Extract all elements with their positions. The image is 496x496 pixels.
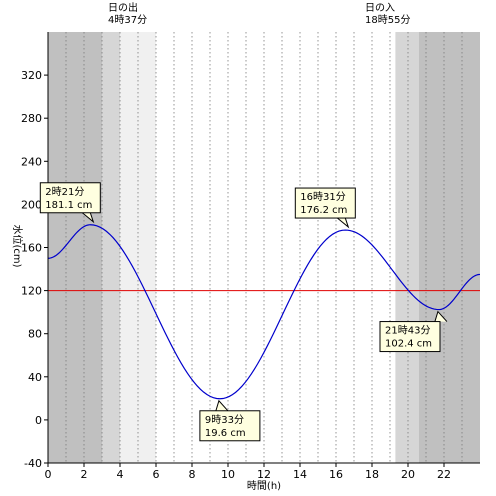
annotation-0: 2時21分 181.1 cm	[39, 182, 101, 224]
x-tick-label-12: 12	[257, 468, 271, 481]
y-axis-title: 水位(cm)	[11, 224, 24, 267]
x-tick-label-14: 14	[293, 468, 307, 481]
y-tick-label-320: 320	[21, 69, 42, 82]
annotation-time: 16時31分	[300, 191, 345, 203]
x-tick-label-22: 22	[437, 468, 451, 481]
tide-line	[47, 224, 481, 400]
x-axis-title: 時間(h)	[247, 480, 281, 492]
sunrise-label: 日の出	[108, 1, 138, 14]
y-tick-label-40: 40	[28, 371, 42, 384]
annotation-pointer	[215, 399, 229, 412]
x-tick-label-0: 0	[45, 468, 52, 481]
x-tick-label-6: 6	[153, 468, 160, 481]
annotation-pointer	[434, 310, 448, 322]
night-shading	[48, 32, 480, 463]
x-tick-label-4: 4	[117, 468, 124, 481]
annotation-3: 21時43分 102.4 cm	[379, 310, 448, 353]
shade-band-4	[418, 32, 480, 463]
y-tick-label-240: 240	[21, 155, 42, 168]
annotation-box	[199, 410, 261, 442]
annotation-box	[379, 321, 441, 353]
x-tick-label-2: 2	[81, 468, 88, 481]
annotation-1: 9時33分 19.6 cm	[199, 399, 261, 442]
annotation-box	[294, 187, 356, 219]
annotation-pointer	[81, 212, 95, 224]
y-tick-label-80: 80	[28, 328, 42, 341]
annotation-value: 176.2 cm	[300, 205, 347, 216]
annotation-value: 102.4 cm	[385, 339, 432, 350]
tide-series	[47, 224, 481, 400]
x-tick-label-18: 18	[365, 468, 379, 481]
x-tick-label-8: 8	[189, 468, 196, 481]
y-tick-labels: -40 0 40 80 120 160 200 240 280 320	[21, 69, 42, 470]
annotation-value: 181.1 cm	[45, 200, 92, 211]
shade-band-0	[48, 32, 102, 463]
y-tick-label-280: 280	[21, 112, 42, 125]
sunrise-time: 4時37分	[108, 14, 147, 26]
annotation-box	[39, 182, 101, 214]
annotation-time: 21時43分	[385, 325, 430, 337]
sunset-label: 日の入	[365, 3, 395, 14]
x-tick-label-10: 10	[221, 468, 235, 481]
shade-band-2	[120, 32, 156, 463]
shade-band-1	[102, 32, 120, 463]
x-tick-labels: 0 2 4 6 8 10 12 14 16 18 20 22	[45, 468, 452, 481]
annotation-time: 9時33分	[205, 414, 244, 426]
sunset-time: 18時55分	[365, 14, 410, 26]
y-tick-label-120: 120	[21, 285, 42, 298]
annotation-value: 19.6 cm	[205, 428, 246, 439]
y-tick-label--40: -40	[24, 457, 42, 470]
annotation-pointer	[336, 217, 350, 229]
annotation-2: 16時31分 176.2 cm	[294, 187, 356, 229]
shade-band-3	[395, 32, 419, 463]
x-tick-label-20: 20	[401, 468, 415, 481]
annotation-time: 2時21分	[45, 186, 84, 198]
y-tick-label-160: 160	[21, 242, 42, 255]
axes	[44, 32, 480, 467]
y-tick-label-0: 0	[35, 414, 42, 427]
x-tick-label-16: 16	[329, 468, 343, 481]
annotations: 2時21分 181.1 cm 9時33分 19.6 cm 16時31分 176.2 cm 2…	[39, 182, 448, 442]
y-tick-label-200: 200	[21, 198, 42, 211]
